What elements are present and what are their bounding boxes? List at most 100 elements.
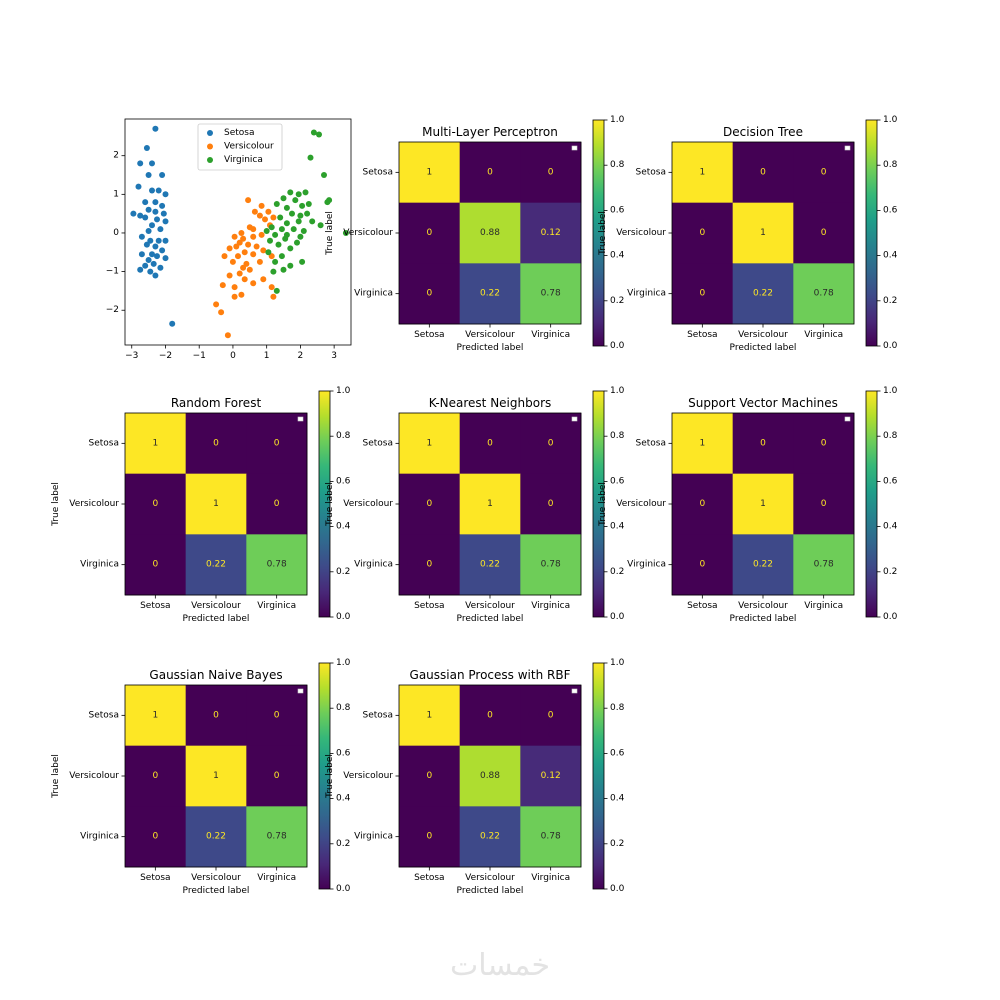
x-tick-label: Setosa [687,330,718,340]
cell-value: 0.22 [480,560,500,570]
legend-box [571,416,578,422]
scatter-point [236,239,243,246]
cell-value: 0.12 [541,228,561,238]
scatter-point [149,160,155,167]
scatter-point [289,210,295,217]
matrix-cell [672,473,734,535]
scatter-point [287,245,294,252]
x-tick-label: 3 [331,351,337,361]
cell-value: 0.22 [753,560,773,570]
x-tick-label: Virginica [257,601,296,611]
y-axis-label: True label [51,754,61,799]
matrix-cell [185,745,247,807]
scatter-point [145,206,152,213]
y-tick-label: Virginica [627,289,666,299]
scatter-point [250,233,257,240]
scatter-point [250,251,257,258]
colorbar-tick-label: 0.2 [883,567,897,577]
matrix-cell [459,142,521,204]
legend-label: Virginica [224,155,263,165]
colorbar-tick-label: 0.0 [610,341,625,351]
y-tick-label: Setosa [636,167,667,177]
x-tick-label: Versicolour [465,601,515,611]
matrix-cell [459,202,521,264]
scatter-point [283,220,290,227]
matrix-cell [185,685,247,747]
scatter-point [251,208,258,215]
matrix-title: Decision Tree [723,125,803,139]
cell-value: 0 [548,499,554,509]
cell-value: 0 [274,438,280,448]
matrix-cell [246,534,308,596]
cell-value: 0 [213,710,219,720]
scatter-point [256,258,263,265]
colorbar-tick-label: 0.4 [336,794,351,804]
colorbar-tick-label: 0.2 [610,296,624,306]
cell-value: 0.88 [480,771,500,781]
scatter-point [238,230,245,236]
cell-value: 0.22 [753,289,773,299]
confusion-matrix-decision-tree: 1 0 0 0 1 0 0 0.22 0.78 Decision Tree Setosa Versic… [598,115,898,353]
scatter-point [256,212,263,219]
y-tick-label: 2 [113,151,119,161]
scatter-point [277,214,284,221]
scatter-point [260,247,267,254]
cell-value: 0 [152,771,158,781]
matrix-cell [246,685,308,747]
scatter-point [142,199,149,206]
matrix-cell [793,263,855,325]
scatter-point [155,237,162,244]
x-tick-label: Virginica [531,873,570,883]
legend-frame [197,123,283,171]
matrix-cell [732,413,794,475]
matrix-cell [732,142,794,204]
colorbar-tick-label: 0.6 [883,476,898,486]
colorbar-tick-label: 0.6 [610,476,625,486]
scatter-point [241,249,248,256]
scatter-point [316,131,322,138]
colorbar-tick-label: 1.0 [610,386,625,396]
scatter-point [219,282,226,289]
colorbar-tick-label: 0.6 [610,205,625,215]
cell-value: 1 [699,167,705,177]
scatter-point [294,239,300,246]
y-tick-label: Setosa [363,710,394,720]
matrix-cell [520,473,582,535]
scatter-point [238,291,245,298]
colorbar-tick-label: 0.0 [883,341,898,351]
scatter-point [235,253,241,260]
scatter-point [297,233,304,240]
x-tick-label: 2 [298,351,304,361]
colorbar-tick-label: 0.0 [336,612,351,622]
scatter-point [155,187,162,194]
scatter-point [250,280,257,287]
y-tick-label: Virginica [80,832,119,842]
scatter-point [304,210,311,217]
scatter-series-virginica [263,129,349,294]
matrix-cell [520,413,582,475]
colorbar-tick-label: 0.6 [336,476,351,486]
matrix-cell [125,745,187,807]
scatter-point [152,199,159,206]
y-tick-label: Versicolour [69,499,119,509]
colorbar-tick-label: 0.4 [610,794,625,804]
matrix-cell [399,685,461,747]
scatter-point [272,231,279,238]
watermark-logo: خمسات [449,948,551,983]
scatter-point [145,172,152,178]
cell-value: 0.78 [541,832,561,842]
matrix-cell [672,534,734,596]
cell-value: 0 [152,560,158,570]
y-axis-label: True label [325,754,335,799]
scatter-point [142,214,149,221]
scatter-point [145,228,152,234]
matrix-cell [399,263,461,325]
scatter-point [147,237,154,244]
scatter-point [229,258,236,265]
colorbar [318,390,331,618]
cell-value: 0 [426,832,432,842]
scatter-point [231,293,238,300]
scatter-point [226,272,233,279]
cell-value: 0 [487,438,493,448]
